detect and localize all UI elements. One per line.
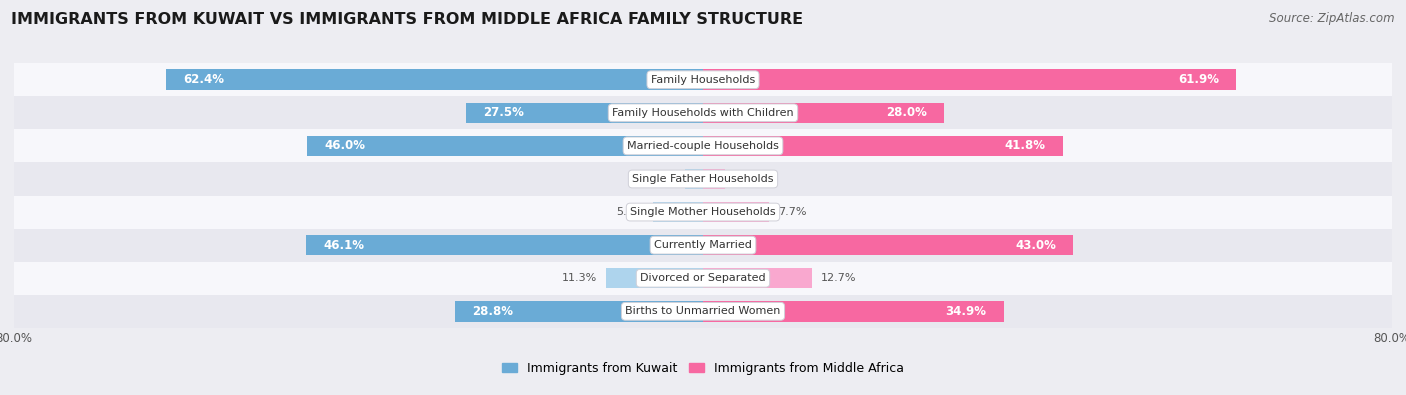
Text: 41.8%: 41.8%	[1005, 139, 1046, 152]
Text: 11.3%: 11.3%	[562, 273, 598, 283]
Bar	[14, 162, 1392, 196]
Text: 5.8%: 5.8%	[616, 207, 644, 217]
Bar	[456, 301, 703, 322]
Bar	[467, 103, 703, 123]
Bar	[14, 261, 1392, 295]
Text: 2.1%: 2.1%	[648, 174, 676, 184]
Bar	[703, 235, 1073, 256]
Text: Divorced or Separated: Divorced or Separated	[640, 273, 766, 283]
Bar	[703, 103, 945, 123]
Text: 61.9%: 61.9%	[1178, 73, 1219, 86]
Text: 7.7%: 7.7%	[778, 207, 807, 217]
Text: Married-couple Households: Married-couple Households	[627, 141, 779, 151]
Bar	[14, 229, 1392, 261]
Text: 2.5%: 2.5%	[733, 174, 762, 184]
Text: 28.8%: 28.8%	[472, 305, 513, 318]
Text: Single Mother Households: Single Mother Households	[630, 207, 776, 217]
Text: 62.4%: 62.4%	[183, 73, 224, 86]
Text: 28.0%: 28.0%	[886, 106, 927, 119]
Bar	[703, 202, 769, 222]
Bar	[14, 295, 1392, 328]
Bar	[703, 169, 724, 189]
Text: Single Father Households: Single Father Households	[633, 174, 773, 184]
Bar	[703, 268, 813, 288]
Text: Source: ZipAtlas.com: Source: ZipAtlas.com	[1270, 12, 1395, 25]
Text: 46.1%: 46.1%	[323, 239, 364, 252]
Bar	[307, 135, 703, 156]
Bar	[14, 63, 1392, 96]
Bar	[703, 70, 1236, 90]
Bar	[307, 235, 703, 256]
Bar	[703, 135, 1063, 156]
Text: 46.0%: 46.0%	[323, 139, 366, 152]
Bar	[703, 301, 1004, 322]
Bar	[685, 169, 703, 189]
Bar	[166, 70, 703, 90]
Text: Family Households: Family Households	[651, 75, 755, 85]
Text: 43.0%: 43.0%	[1015, 239, 1056, 252]
Bar	[652, 202, 703, 222]
Legend: Immigrants from Kuwait, Immigrants from Middle Africa: Immigrants from Kuwait, Immigrants from …	[496, 357, 910, 380]
Bar	[14, 130, 1392, 162]
Bar	[14, 196, 1392, 229]
Bar	[606, 268, 703, 288]
Bar	[14, 96, 1392, 130]
Text: Births to Unmarried Women: Births to Unmarried Women	[626, 306, 780, 316]
Text: IMMIGRANTS FROM KUWAIT VS IMMIGRANTS FROM MIDDLE AFRICA FAMILY STRUCTURE: IMMIGRANTS FROM KUWAIT VS IMMIGRANTS FRO…	[11, 12, 803, 27]
Text: 34.9%: 34.9%	[945, 305, 987, 318]
Text: Family Households with Children: Family Households with Children	[612, 108, 794, 118]
Text: 12.7%: 12.7%	[821, 273, 856, 283]
Text: 27.5%: 27.5%	[484, 106, 524, 119]
Text: Currently Married: Currently Married	[654, 240, 752, 250]
